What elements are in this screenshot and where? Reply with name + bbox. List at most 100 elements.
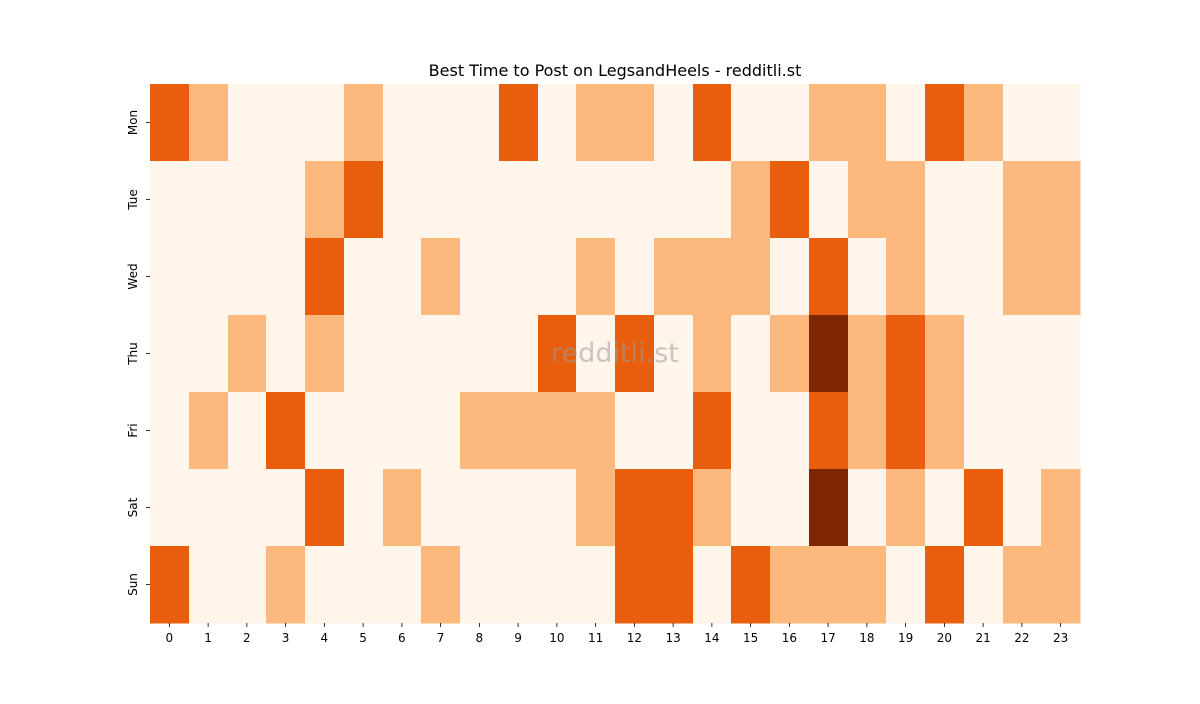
heatmap-cell-thu-20 [925,315,965,393]
heatmap-cell-tue-4 [305,161,345,239]
heatmap-cell-mon-3 [266,84,306,162]
heatmap-cell-sat-20 [925,469,965,547]
heatmap-cell-thu-23 [1041,315,1081,393]
heatmap-cell-sun-23 [1041,546,1081,624]
heatmap-cell-fri-20 [925,392,965,470]
heatmap-cell-fri-15 [731,392,771,470]
x-tick-label: 18 [859,631,874,645]
heatmap-cell-wed-3 [266,238,306,316]
heatmap-cell-tue-5 [344,161,384,239]
heatmap-cell-sun-2 [228,546,267,624]
heatmap-cell-fri-4 [305,392,345,470]
heatmap-cell-mon-5 [344,84,384,162]
heatmap-cell-mon-6 [383,84,422,162]
x-tick-label: 9 [514,631,522,645]
heatmap-cell-thu-14 [693,315,732,393]
heatmap-cell-fri-10 [538,392,577,470]
heatmap-cell-fri-18 [848,392,887,470]
heatmap-cell-sat-8 [460,469,500,547]
heatmap-cell-sun-8 [460,546,500,624]
heatmap-cell-thu-21 [964,315,1004,393]
heatmap-cell-tue-1 [189,161,229,239]
heatmap-cell-wed-1 [189,238,229,316]
heatmap-cell-fri-22 [1003,392,1042,470]
heatmap-cell-thu-6 [383,315,422,393]
x-tick-label: 0 [166,631,174,645]
heatmap-cell-mon-20 [925,84,965,162]
heatmap-cell-wed-9 [499,238,539,316]
heatmap-cell-tue-17 [809,161,849,239]
heatmap-cell-sun-11 [576,546,616,624]
heatmap-cell-mon-18 [848,84,887,162]
heatmap-cell-fri-3 [266,392,306,470]
heatmap-cell-wed-6 [383,238,422,316]
heatmap-cell-sun-1 [189,546,229,624]
heatmap-cell-mon-16 [770,84,810,162]
heatmap-cell-wed-20 [925,238,965,316]
y-tick-label: Sun [126,573,140,596]
heatmap-cell-thu-13 [654,315,694,393]
heatmap-cell-sat-23 [1041,469,1081,547]
heatmap-cells [150,84,1081,624]
heatmap-cell-wed-2 [228,238,267,316]
x-tick-label: 3 [282,631,290,645]
heatmap-cell-fri-1 [189,392,229,470]
heatmap-cell-tue-13 [654,161,694,239]
x-tick-label: 1 [204,631,212,645]
heatmap-cell-mon-2 [228,84,267,162]
heatmap-cell-sun-3 [266,546,306,624]
x-tick-label: 8 [476,631,484,645]
heatmap-cell-thu-4 [305,315,345,393]
heatmap-cell-mon-23 [1041,84,1081,162]
heatmap-cell-mon-0 [150,84,190,162]
x-tick-label: 20 [937,631,952,645]
heatmap-cell-fri-11 [576,392,616,470]
heatmap-cell-fri-8 [460,392,500,470]
watermark-text: redditli.st [551,338,679,369]
heatmap-cell-sat-17 [809,469,849,547]
heatmap-cell-sat-3 [266,469,306,547]
x-tick-label: 4 [321,631,329,645]
heatmap-cell-mon-8 [460,84,500,162]
heatmap-cell-wed-8 [460,238,500,316]
x-tick-label: 2 [243,631,251,645]
x-tick-label: 7 [437,631,445,645]
heatmap-cell-tue-7 [421,161,461,239]
heatmap-cell-fri-21 [964,392,1004,470]
x-tick-label: 16 [782,631,797,645]
heatmap-cell-tue-16 [770,161,810,239]
heatmap-cell-sun-17 [809,546,849,624]
heatmap-cell-thu-2 [228,315,267,393]
heatmap-cell-fri-14 [693,392,732,470]
heatmap-cell-sun-21 [964,546,1004,624]
heatmap-cell-sat-18 [848,469,887,547]
x-tick-label: 5 [359,631,367,645]
heatmap-cell-sat-22 [1003,469,1042,547]
heatmap-cell-thu-17 [809,315,849,393]
heatmap-cell-wed-21 [964,238,1004,316]
heatmap-cell-sun-9 [499,546,539,624]
heatmap-cell-thu-10 [538,315,577,393]
heatmap-cell-mon-21 [964,84,1004,162]
heatmap-cell-sun-16 [770,546,810,624]
x-tick-label: 13 [665,631,680,645]
heatmap-cell-sun-10 [538,546,577,624]
heatmap-cell-sun-6 [383,546,422,624]
heatmap-cell-sun-0 [150,546,190,624]
heatmap-cell-tue-0 [150,161,190,239]
heatmap-cell-thu-5 [344,315,384,393]
heatmap-cell-mon-19 [886,84,926,162]
heatmap-cell-sun-20 [925,546,965,624]
heatmap-cell-sun-15 [731,546,771,624]
heatmap-cell-fri-0 [150,392,190,470]
x-tick-label: 15 [743,631,758,645]
x-tick-label: 6 [398,631,406,645]
heatmap-cell-thu-8 [460,315,500,393]
x-tick-label: 10 [549,631,564,645]
heatmap-cell-fri-6 [383,392,422,470]
heatmap-cell-sat-16 [770,469,810,547]
heatmap-cell-wed-11 [576,238,616,316]
heatmap-cell-wed-18 [848,238,887,316]
heatmap-cell-tue-12 [615,161,655,239]
